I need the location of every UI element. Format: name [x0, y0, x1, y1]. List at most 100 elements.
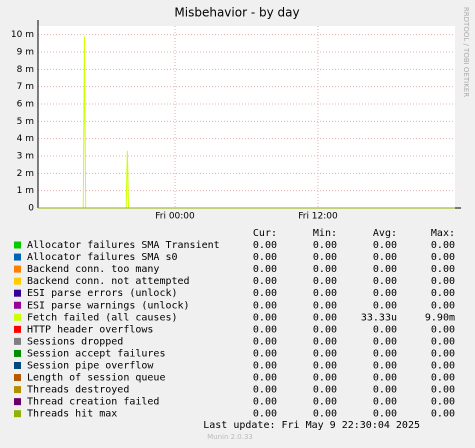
stat-value: 0.00 — [431, 324, 455, 335]
stat-value: 0.00 — [373, 252, 397, 263]
legend-swatch — [14, 301, 21, 309]
stat-value: 0.00 — [431, 300, 455, 311]
footer: Munin 2.0.33 — [207, 433, 253, 441]
stat-value: 0.00 — [431, 409, 455, 420]
stat-value: 0.00 — [373, 348, 397, 359]
stat-value: 0.00 — [313, 252, 337, 263]
legend-label: Thread creation failed — [27, 397, 159, 408]
stat-value: 0.00 — [431, 276, 455, 287]
legend-swatch — [14, 253, 21, 261]
y-tick-label: 9 m — [17, 48, 34, 58]
legend-label: Backend conn. too many — [27, 264, 159, 275]
legend-swatch — [14, 349, 21, 357]
stat-value: 0.00 — [313, 373, 337, 384]
legend-swatch — [14, 374, 21, 382]
stat-value: 0.00 — [313, 397, 337, 408]
stat-value: 0.00 — [373, 409, 397, 420]
legend-label: Fetch failed (all causes) — [27, 312, 178, 323]
stat-value: 33.33u — [361, 312, 397, 323]
stat-value: 0.00 — [253, 385, 277, 396]
stat-value: 0.00 — [431, 361, 455, 372]
legend-label: Threads destroyed — [27, 385, 129, 396]
stat-value: 0.00 — [313, 385, 337, 396]
stat-value: 0.00 — [431, 252, 455, 263]
side-text: RRDTOOL / TOBI OETIKER — [462, 7, 470, 97]
stat-value: 0.00 — [253, 409, 277, 420]
stat-value: 0.00 — [373, 240, 397, 251]
y-tick-label: 2 m — [17, 169, 34, 179]
stat-value: 0.00 — [253, 288, 277, 299]
stat-value: 0.00 — [313, 361, 337, 372]
y-tick-label: 7 m — [17, 82, 34, 92]
stat-value: 0.00 — [253, 300, 277, 311]
stat-value: 0.00 — [253, 324, 277, 335]
legend-label: Session pipe overflow — [27, 361, 154, 372]
stat-value: 0.00 — [253, 361, 277, 372]
stat-value: 0.00 — [373, 373, 397, 384]
stat-value: 0.00 — [431, 240, 455, 251]
stat-value: 0.00 — [373, 385, 397, 396]
stat-value: 0.00 — [313, 312, 337, 323]
stat-value: 0.00 — [313, 276, 337, 287]
legend-swatch — [14, 241, 21, 249]
legend-swatch — [14, 277, 21, 285]
stat-value: 0.00 — [313, 240, 337, 251]
stat-value: 0.00 — [431, 385, 455, 396]
stat-value: 0.00 — [373, 288, 397, 299]
legend-swatch — [14, 325, 21, 333]
legend-swatch — [14, 337, 21, 345]
stat-header: Max: — [431, 228, 455, 239]
stat-value: 0.00 — [431, 336, 455, 347]
stat-value: 0.00 — [431, 348, 455, 359]
stat-header: Avg: — [373, 228, 397, 239]
stat-value: 0.00 — [253, 252, 277, 263]
legend-swatch — [14, 398, 21, 406]
stat-value: 0.00 — [373, 300, 397, 311]
legend-swatch — [14, 289, 21, 297]
stat-value: 0.00 — [313, 336, 337, 347]
legend-label: Threads hit max — [27, 409, 117, 420]
legend-label: Allocator failures SMA Transient — [27, 240, 220, 251]
stat-value: 0.00 — [373, 397, 397, 408]
plot-area — [38, 26, 455, 208]
y-tick-label: 3 m — [17, 152, 34, 162]
stat-value: 0.00 — [313, 300, 337, 311]
stat-value: 0.00 — [313, 409, 337, 420]
legend-swatch — [14, 410, 21, 418]
stat-value: 0.00 — [373, 324, 397, 335]
stat-value: 0.00 — [431, 373, 455, 384]
y-tick-label: 6 m — [17, 100, 34, 110]
stat-value: 0.00 — [431, 288, 455, 299]
y-tick-label: 10 m — [11, 30, 34, 40]
legend-label: Backend conn. not attempted — [27, 276, 190, 287]
stat-value: 0.00 — [253, 397, 277, 408]
stat-value: 0.00 — [373, 336, 397, 347]
stat-value: 0.00 — [313, 264, 337, 275]
legend-label: Allocator failures SMA s0 — [27, 252, 178, 263]
y-tick-label: 0 — [28, 204, 34, 214]
legend-label: ESI parse warnings (unlock) — [27, 300, 190, 311]
stat-value: 0.00 — [253, 240, 277, 251]
stat-value: 9.90m — [425, 312, 455, 323]
legend-swatch — [14, 386, 21, 394]
y-tick-label: 1 m — [17, 186, 34, 196]
legend-label: HTTP header overflows — [27, 324, 153, 335]
legend-label: Session accept failures — [27, 348, 165, 359]
stat-value: 0.00 — [431, 264, 455, 275]
stat-value: 0.00 — [373, 361, 397, 372]
last-update: Last update: Fri May 9 22:30:04 2025 — [203, 420, 420, 431]
stat-value: 0.00 — [253, 276, 277, 287]
stat-value: 0.00 — [313, 288, 337, 299]
stat-value: 0.00 — [313, 348, 337, 359]
stat-value: 0.00 — [253, 312, 277, 323]
stat-value: 0.00 — [253, 373, 277, 384]
chart-title: Misbehavior - by day — [174, 6, 299, 20]
y-tick-label: 5 m — [17, 117, 34, 127]
stat-value: 0.00 — [253, 336, 277, 347]
y-tick-label: 8 m — [17, 65, 34, 75]
stat-header: Min: — [313, 228, 337, 239]
y-tick-label: 4 m — [17, 134, 34, 144]
legend-label: Length of session queue — [27, 373, 165, 384]
legend-swatch — [14, 313, 21, 321]
